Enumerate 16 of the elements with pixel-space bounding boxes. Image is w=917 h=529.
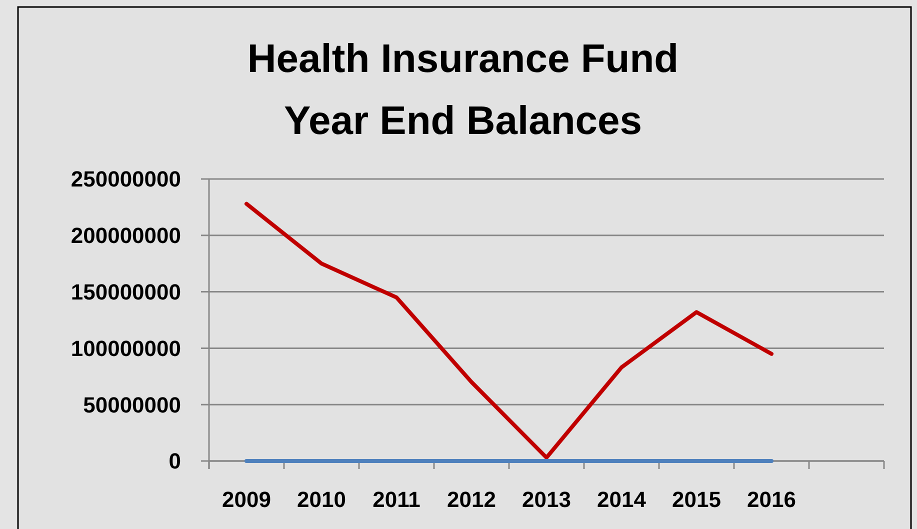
x-tick-label: 2012 [447,487,496,512]
x-tick-label: 2016 [747,487,796,512]
y-tick-label: 250000000 [70,166,181,192]
x-tick-label: 2014 [597,487,647,512]
line-series [244,202,774,460]
y-tick-label: 150000000 [70,280,181,304]
chart-title: Health Insurance Fund Year End Balances [247,37,679,143]
y-tick-label: 200000000 [70,223,181,248]
y-tick-label: 0 [168,448,181,474]
x-tick-label: 2015 [672,487,721,512]
y-tick-label: 50000000 [83,392,181,418]
y-tick-label: 100000000 [70,336,181,361]
x-tick-label: 2013 [522,487,571,512]
x-tick-label: 2010 [297,487,346,512]
x-tick-label: 2011 [372,487,420,512]
x-tick-label: 2009 [222,487,271,512]
